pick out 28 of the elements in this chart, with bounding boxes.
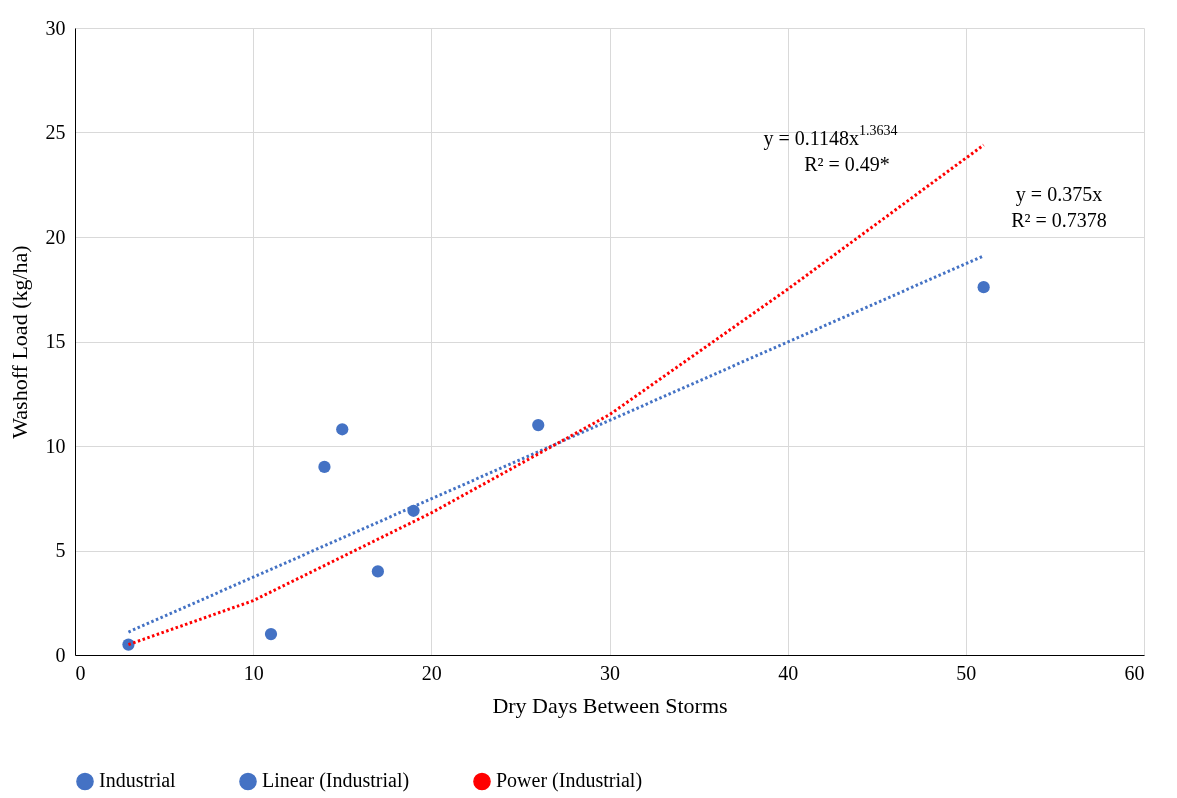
x-tick-label: 60 (1124, 661, 1145, 684)
x-tick-label: 50 (956, 661, 977, 684)
point (371, 565, 385, 578)
y-tick-label: 15 (45, 330, 66, 352)
annotation: y = 0.375x (1015, 183, 1103, 206)
y-tick-label: 20 (45, 225, 66, 248)
legend-label: Power (Industrial) (496, 769, 643, 793)
legend-label: Linear (Industrial) (262, 769, 410, 793)
y-tick-label: 25 (45, 121, 66, 143)
x-axis-title: Dry Days Between Storms (492, 692, 728, 718)
point (318, 460, 331, 474)
y-axis-title: Washoff Load (kg/ha) (6, 245, 32, 439)
point (532, 418, 545, 432)
point (264, 627, 278, 641)
y-tick-label: 0 (55, 643, 66, 666)
annotation: R² = 0.7378 (1011, 209, 1107, 231)
x-tick-label: 20 (421, 661, 442, 684)
point (336, 423, 349, 436)
x-tick-label: 0 (75, 661, 86, 684)
y-tick-label: 10 (45, 434, 66, 457)
point (977, 281, 990, 294)
y-tick-label: 5 (55, 539, 66, 561)
legend-label: Industrial (99, 769, 177, 792)
x-tick-label: 10 (243, 661, 264, 684)
x-tick-label: 40 (778, 661, 799, 684)
annotation: R² = 0.49* (804, 153, 890, 175)
y-tick-label: 30 (45, 16, 66, 39)
x-tick-label: 30 (600, 661, 620, 684)
